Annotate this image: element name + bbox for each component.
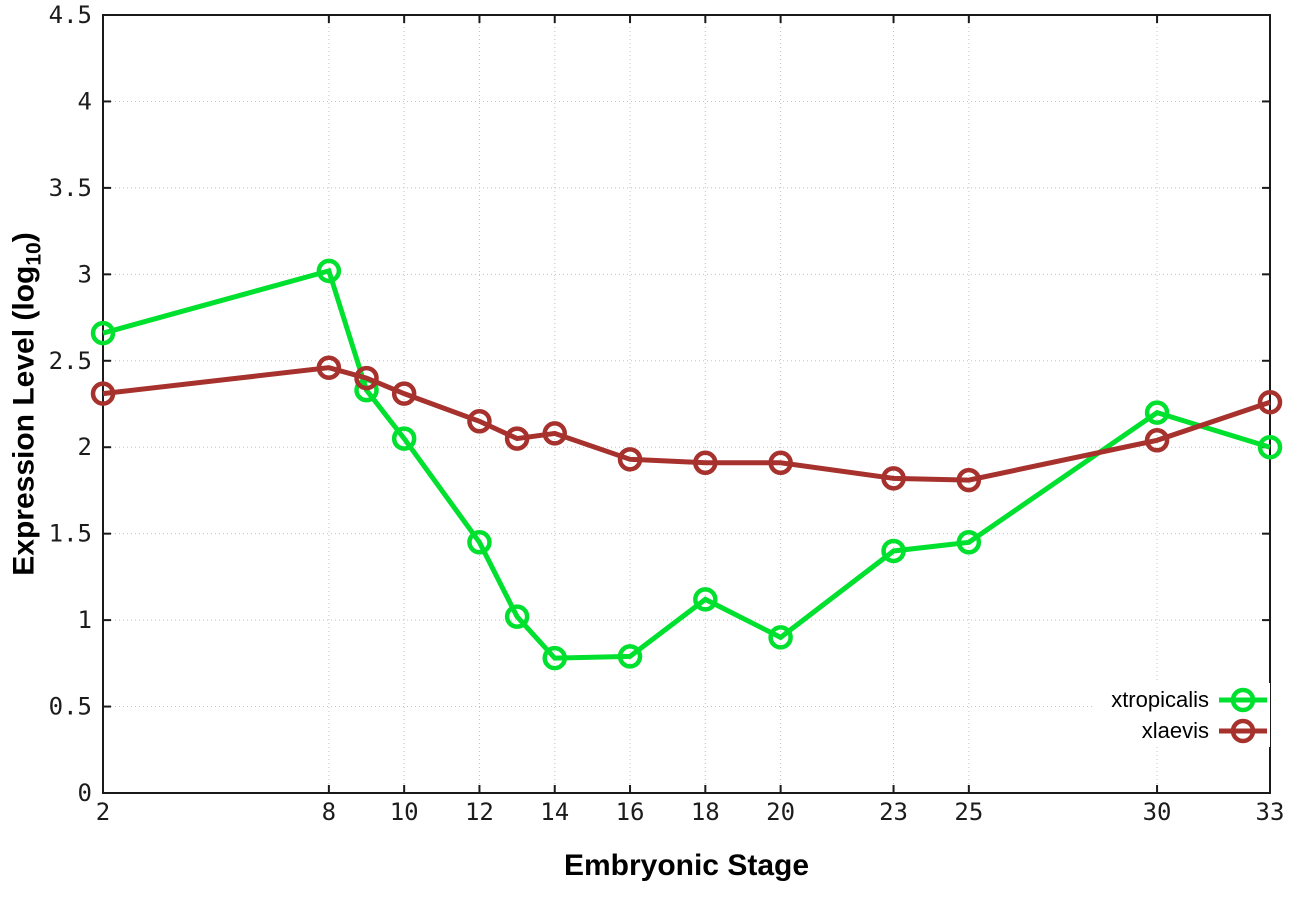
y-tick-label: 4	[78, 87, 92, 115]
y-tick-label: 4.5	[49, 1, 92, 29]
y-tick-label: 3	[78, 260, 92, 288]
legend-label-xtropicalis: xtropicalis	[1111, 686, 1209, 712]
data-point-xlaevis	[1144, 428, 1170, 453]
data-point-xtropicalis	[693, 587, 718, 612]
x-tick-label: 18	[691, 798, 720, 826]
x-tick-label: 16	[616, 798, 645, 826]
data-point-xlaevis	[316, 355, 342, 380]
y-tick-label: 1	[78, 606, 92, 634]
y-axis-title: Expression Level (log10)	[8, 232, 47, 575]
x-tick-label: 33	[1256, 798, 1285, 826]
x-tick-label: 14	[540, 798, 569, 826]
data-point-xtropicalis	[504, 604, 530, 629]
y-tick-label: 2	[78, 433, 92, 461]
data-point-xlaevis	[504, 426, 530, 451]
legend-item-xlaevis: xlaevis	[1111, 715, 1268, 746]
y-tick-label: 1.5	[49, 520, 92, 548]
line-circle-marker-icon	[1219, 718, 1267, 743]
data-point-xtropicalis	[768, 625, 793, 650]
data-point-xtropicalis	[391, 426, 417, 451]
legend-label-xlaevis: xlaevis	[1141, 717, 1209, 743]
legend: xtropicalis xlaevis	[1095, 683, 1270, 747]
x-tick-label: 12	[465, 798, 494, 826]
x-tick-label: 2	[96, 798, 110, 826]
data-point-xtropicalis	[467, 530, 492, 555]
data-point-xtropicalis	[1144, 400, 1170, 425]
legend-item-xtropicalis: xtropicalis	[1111, 684, 1268, 715]
y-tick-label: 2.5	[49, 347, 92, 375]
data-point-xlaevis	[391, 381, 417, 406]
data-point-xtropicalis	[956, 530, 982, 555]
data-point-xtropicalis	[542, 645, 567, 671]
x-tick-label: 30	[1143, 798, 1172, 826]
x-tick-label: 23	[879, 798, 908, 826]
y-tick-label: 0	[78, 779, 92, 807]
data-point-xlaevis	[467, 409, 492, 434]
data-point-xtropicalis	[617, 644, 643, 669]
data-point-xlaevis	[354, 365, 379, 391]
data-point-xlaevis	[881, 466, 906, 491]
data-point-xlaevis	[90, 381, 116, 406]
data-point-xlaevis	[768, 450, 793, 476]
data-point-xlaevis	[617, 447, 643, 472]
data-point-xlaevis	[956, 467, 982, 493]
x-axis-title: Embryonic Stage	[563, 849, 810, 882]
y-axis-title-close: )	[7, 232, 41, 243]
series-line-xlaevis	[102, 365, 1271, 483]
data-point-xtropicalis	[316, 258, 342, 284]
line-circle-marker-icon	[1219, 687, 1267, 712]
y-axis-title-subscript: 10	[22, 242, 46, 266]
data-point-xlaevis	[1257, 390, 1283, 415]
x-tick-label: 25	[954, 798, 983, 826]
data-point-xtropicalis	[1257, 434, 1283, 460]
data-point-xlaevis	[542, 421, 567, 446]
x-tick-label: 8	[322, 798, 336, 826]
y-tick-label: 0.5	[49, 693, 92, 721]
data-point-xlaevis	[693, 450, 718, 476]
y-tick-label: 3.5	[49, 174, 92, 202]
series-line-xtropicalis	[102, 267, 1271, 661]
x-tick-label: 20	[766, 798, 795, 826]
x-tick-label: 10	[390, 798, 419, 826]
data-point-xtropicalis	[90, 320, 116, 346]
y-axis-title-text: Expression Level (log	[7, 265, 41, 576]
plot-border	[102, 14, 1271, 794]
data-point-xtropicalis	[881, 538, 906, 564]
